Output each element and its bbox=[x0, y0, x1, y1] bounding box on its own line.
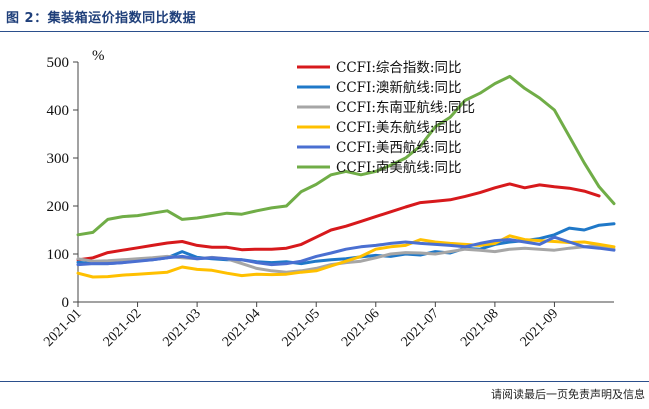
x-tick-label: 2021-07 bbox=[399, 306, 443, 350]
y-tick-label: 300 bbox=[47, 151, 70, 167]
x-tick-label: 2021-08 bbox=[458, 306, 502, 350]
x-tick-label: 2021-05 bbox=[279, 306, 323, 350]
y-tick-label: 400 bbox=[47, 103, 70, 119]
legend-label-6: CCFI:南美航线:同比 bbox=[336, 160, 461, 176]
legend-label-2: CCFI:澳新航线:同比 bbox=[336, 80, 461, 96]
series-line-4 bbox=[76, 234, 616, 279]
line-chart: 0 100 200 300 400 500 % 2021-01 2021-02 2021-03 20… bbox=[41, 48, 616, 350]
y-tick-label: 0 bbox=[62, 295, 70, 311]
chart-legend: CCFI:综合指数:同比 CCFI:澳新航线:同比 CCFI:东南亚航线:同比 CCF… bbox=[297, 60, 475, 176]
series-line-5 bbox=[76, 235, 616, 267]
figure-title: 图 2：集装箱运价指数同比数据 bbox=[6, 11, 197, 26]
chart-axes: 0 100 200 300 400 500 % 2021-01 2021-02 2021-03 20… bbox=[41, 48, 614, 350]
y-tick-label: 200 bbox=[47, 199, 70, 215]
x-tick-label: 2021-04 bbox=[220, 306, 264, 350]
series-line-6 bbox=[76, 74, 616, 237]
series-line-1 bbox=[76, 182, 601, 262]
x-tick-label: 2021-09 bbox=[518, 306, 562, 350]
legend-label-3: CCFI:东南亚航线:同比 bbox=[336, 100, 475, 116]
legend-label-1: CCFI:综合指数:同比 bbox=[336, 60, 461, 76]
legend-label-5: CCFI:美西航线:同比 bbox=[336, 140, 461, 156]
x-tick-label: 2021-02 bbox=[101, 306, 145, 350]
x-tick-label: 2021-01 bbox=[41, 306, 85, 350]
y-axis-unit: % bbox=[92, 48, 105, 64]
legend-label-4: CCFI:美东航线:同比 bbox=[336, 120, 461, 136]
y-tick-label: 100 bbox=[47, 247, 70, 263]
disclaimer-footer: 请阅读最后一页免责声明及信息 bbox=[491, 388, 645, 401]
x-tick-label: 2021-03 bbox=[160, 306, 204, 350]
top-rule bbox=[0, 31, 649, 32]
series-layer bbox=[76, 74, 616, 279]
x-tick-label: 2021-06 bbox=[339, 306, 383, 350]
bottom-rule bbox=[0, 381, 649, 382]
y-tick-label: 500 bbox=[47, 55, 70, 71]
